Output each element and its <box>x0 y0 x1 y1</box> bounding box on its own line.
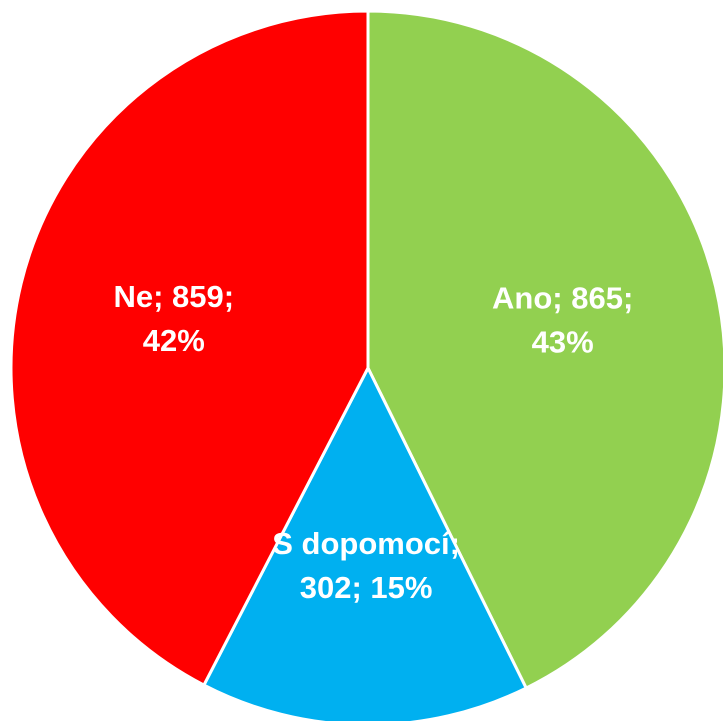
data-label-line: 42% <box>143 323 205 358</box>
data-label: Ne; 859; 42% <box>113 279 234 358</box>
pie-slice <box>366 9 723 691</box>
data-label: S dopomocí; 302; 15% <box>272 526 460 605</box>
data-label-line: 302; 15% <box>300 570 433 605</box>
data-label: Ano; 865; 43% <box>492 281 633 360</box>
pie-slice <box>9 9 370 688</box>
data-label-line: 43% <box>532 325 594 360</box>
pie-slice <box>201 364 529 721</box>
data-label-line: S dopomocí; <box>272 526 460 561</box>
data-label-line: Ano; 865; <box>492 281 633 316</box>
data-label-line: Ne; 859; <box>113 279 234 314</box>
